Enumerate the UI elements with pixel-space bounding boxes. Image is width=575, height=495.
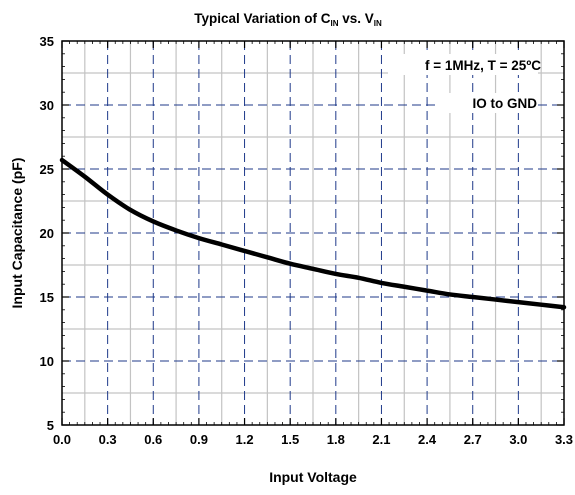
series-line-0	[59, 157, 567, 310]
x-tick-label: 1.2	[236, 432, 254, 447]
y-tick-labels: 5 10 15 20 25 30 35	[40, 34, 54, 433]
title-mid: vs. V	[339, 11, 374, 26]
annotation-2: IO to GND	[473, 96, 538, 111]
x-tick-label: 3.3	[555, 432, 573, 447]
x-tick-label: 0.9	[190, 432, 208, 447]
y-axis-label: Input Capacitance (pF)	[9, 158, 25, 309]
series-layer	[59, 157, 567, 310]
y-tick-label: 25	[40, 162, 54, 177]
annotation-2-background	[440, 93, 538, 113]
y-tick-label: 30	[40, 98, 54, 113]
x-tick-label: 2.4	[418, 432, 437, 447]
y-tick-label: 20	[40, 226, 54, 241]
x-tick-label: 0.0	[53, 432, 71, 447]
x-tick-label: 3.0	[509, 432, 527, 447]
y-tick-label: 10	[40, 354, 54, 369]
chart-title: Typical Variation of CIN vs. VIN	[194, 11, 382, 28]
title-main: Typical Variation of C	[194, 11, 331, 26]
plot-frame	[61, 40, 565, 426]
y-tick-label: 15	[40, 290, 54, 305]
x-tick-label: 0.6	[144, 432, 162, 447]
annotation-1: f = 1MHz, T = 25ºC	[425, 58, 541, 73]
x-tick-labels: 0.0 0.3 0.6 0.9 1.2 1.5 1.8 2.1 2.4 2.7 3.0 3.3	[53, 432, 573, 447]
x-axis-label: Input Voltage	[269, 469, 357, 485]
y-tick-label: 35	[40, 34, 54, 49]
x-tick-label: 2.7	[464, 432, 482, 447]
title-sub-1: IN	[331, 19, 339, 28]
x-tick-label: 1.8	[327, 432, 345, 447]
annotation-1-background	[388, 54, 538, 75]
x-tick-label: 2.1	[372, 432, 390, 447]
x-tick-label: 1.5	[281, 432, 299, 447]
y-tick-label: 5	[47, 418, 54, 433]
title-sub-2: IN	[374, 19, 382, 28]
x-tick-label: 0.3	[99, 432, 117, 447]
